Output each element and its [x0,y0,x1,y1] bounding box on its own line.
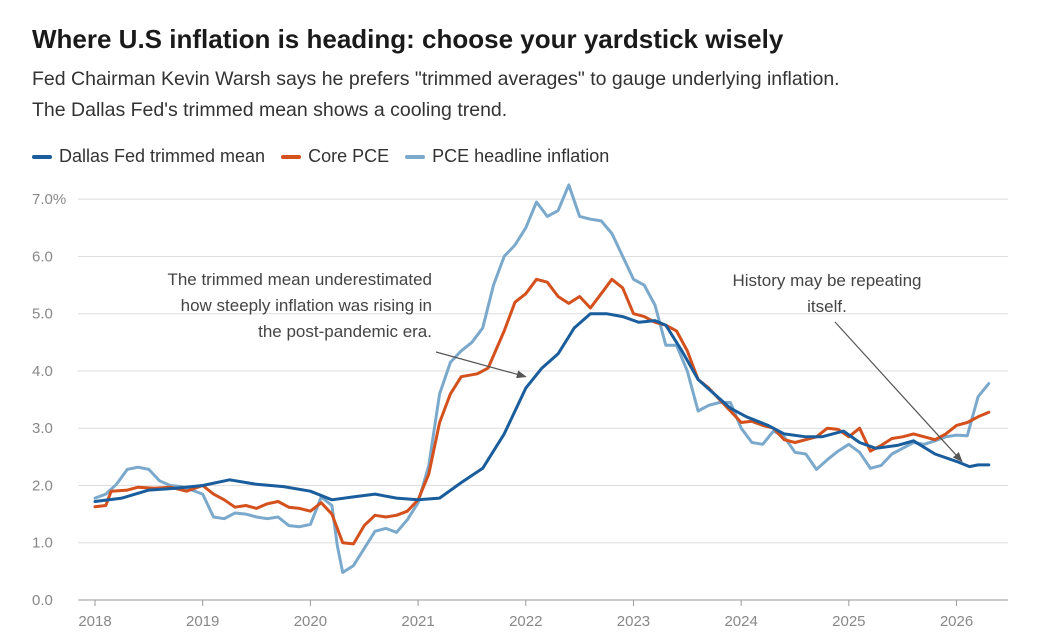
legend-item-trimmed-mean: Dallas Fed trimmed mean [32,146,265,167]
annotation-text: History may be repeating [733,271,922,290]
y-tick-label: 0.0 [32,592,53,609]
annotation-text: the post-pandemic era. [258,322,432,341]
legend-label-core-pce: Core PCE [308,146,390,166]
x-tick-label: 2024 [724,613,757,630]
x-tick-label: 2023 [617,613,650,630]
x-tick-label: 2022 [509,613,542,630]
annotation-text: how steeply inflation was rising in [181,296,432,315]
y-tick-label: 5.0 [32,306,53,323]
x-tick-label: 2018 [78,613,111,630]
annotation-arrow [834,321,963,463]
legend-item-pce-headline: PCE headline inflation [405,146,609,167]
x-tick-label: 2025 [832,613,865,630]
series-line-trimmed-mean [93,312,991,503]
x-tick-label: 2020 [294,613,327,630]
annotation-arrow [435,351,527,379]
y-tick-label: 4.0 [32,363,53,380]
chart-legend: Dallas Fed trimmed mean Core PCE PCE hea… [32,146,625,167]
y-tick-label: 1.0 [32,535,53,552]
legend-label-trimmed-mean: Dallas Fed trimmed mean [59,146,266,166]
y-tick-label: 3.0 [32,420,53,437]
annotation-text: itself. [807,297,847,316]
legend-swatch-pce-headline [405,154,426,159]
annotation-text: The trimmed mean underestimated [167,270,432,289]
x-tick-label: 2026 [940,613,973,630]
y-tick-label: 7.0% [32,191,66,208]
legend-item-core-pce: Core PCE [281,146,389,167]
y-tick-label: 6.0 [32,248,53,265]
legend-swatch-core-pce [281,154,302,159]
y-tick-label: 2.0 [32,477,53,494]
subtitle-line-2: The Dallas Fed's trimmed mean shows a co… [32,99,508,121]
legend-swatch-trimmed-mean [32,154,52,159]
series-line-core-pce [93,277,991,546]
subtitle-line-1: Fed Chairman Kevin Warsh says he prefers… [32,68,840,90]
series-line-pce-headline [93,183,991,574]
x-tick-label: 2019 [186,613,219,630]
legend-label-pce-headline: PCE headline inflation [432,146,610,166]
chart-title: Where U.S inflation is heading: choose y… [32,24,784,54]
chart-subtitle: Fed Chairman Kevin Warsh says he prefers… [32,64,1012,126]
x-tick-label: 2021 [401,613,434,630]
